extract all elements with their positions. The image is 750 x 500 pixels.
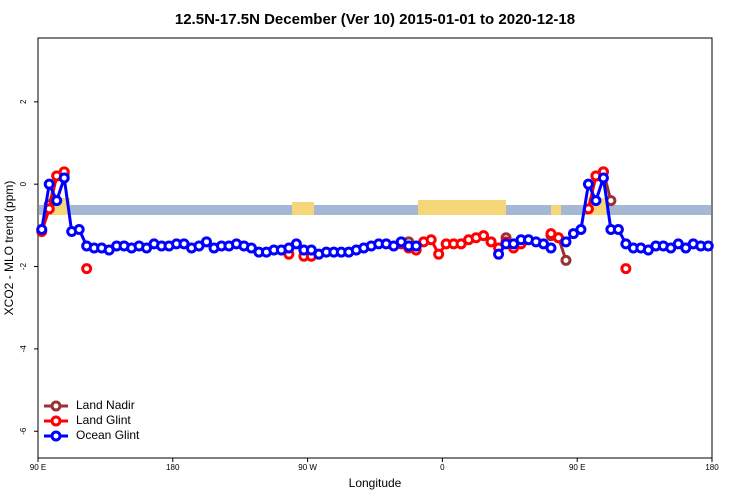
data-point — [81, 263, 93, 275]
data-point — [51, 195, 63, 207]
land-patch — [292, 202, 314, 215]
data-point — [612, 223, 624, 235]
legend-marker — [50, 430, 62, 442]
x-tick-label: 90 E — [30, 463, 46, 472]
land-patch — [418, 200, 506, 215]
x-axis-label: Longitude — [349, 476, 402, 490]
data-point — [36, 223, 48, 235]
data-point — [545, 242, 557, 254]
data-point — [597, 172, 609, 184]
chart-title: 12.5N-17.5N December (Ver 10) 2015-01-01… — [175, 11, 575, 28]
data-point — [201, 236, 212, 248]
data-point — [620, 263, 632, 275]
data-point — [493, 248, 505, 260]
data-point — [560, 236, 572, 248]
x-tick-label: 90 E — [569, 463, 585, 472]
legend-marker — [50, 415, 62, 427]
data-point — [433, 248, 445, 260]
x-tick-label: 180 — [705, 463, 719, 472]
data-point — [485, 236, 497, 248]
data-point — [43, 178, 55, 190]
x-tick-label: 180 — [166, 463, 180, 472]
data-point — [58, 172, 70, 184]
legend-label: Land Nadir — [76, 398, 135, 412]
data-point — [590, 195, 602, 207]
data-point — [575, 223, 587, 235]
data-point — [582, 178, 594, 190]
data-point — [290, 238, 302, 250]
legend-label: Land Glint — [76, 413, 131, 427]
x-tick-label: 0 — [440, 463, 445, 472]
y-tick-label: -2 — [19, 262, 28, 270]
y-tick-label: -6 — [19, 427, 28, 435]
land-patch — [551, 205, 561, 215]
y-axis-label: XCO2 - MLO trend (ppm) — [2, 181, 16, 316]
data-point — [560, 254, 572, 266]
data-point — [478, 230, 490, 242]
data-point — [410, 240, 422, 252]
y-tick-label: 2 — [19, 99, 28, 104]
legend-marker — [50, 400, 62, 412]
data-point — [73, 223, 85, 235]
y-tick-label: 0 — [19, 181, 28, 186]
ocean-band — [39, 205, 711, 215]
data-point — [425, 234, 437, 246]
data-point — [702, 240, 714, 252]
x-tick-label: 90 W — [298, 463, 317, 472]
y-tick-label: -4 — [19, 345, 28, 353]
legend-label: Ocean Glint — [76, 428, 140, 442]
